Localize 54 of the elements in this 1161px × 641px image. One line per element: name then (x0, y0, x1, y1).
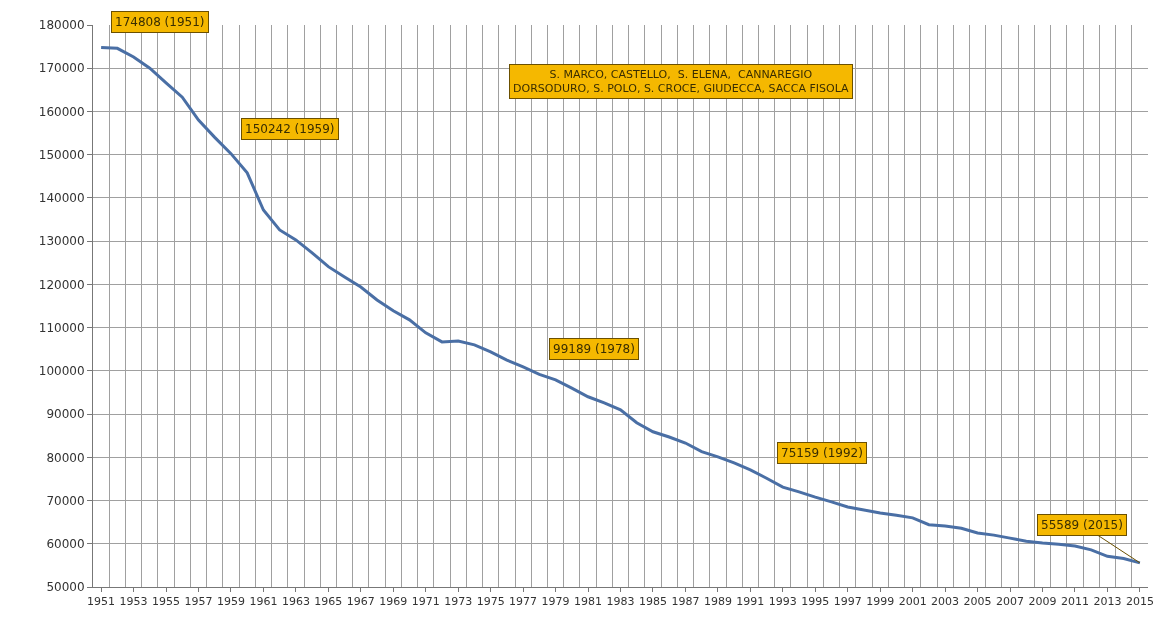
x-tick-label: 1979 (541, 595, 570, 609)
y-tick-label: 50000 (46, 580, 85, 595)
x-tick-label: 1955 (152, 595, 181, 609)
x-tick-label: 1983 (606, 595, 635, 609)
y-tick-label: 160000 (38, 104, 85, 119)
y-tick-label: 170000 (38, 61, 85, 76)
x-tick-label: 2005 (963, 595, 992, 609)
x-tick-label: 2009 (1028, 595, 1057, 609)
x-tick-label: 1971 (411, 595, 440, 609)
annotation: 174808 (1951) (115, 15, 205, 29)
x-tick-label: 2003 (931, 595, 960, 609)
line-series (99, 45, 1142, 565)
y-tick-label: 90000 (46, 407, 85, 422)
x-tick-label: 1989 (703, 595, 732, 609)
x-tick-label: 1997 (833, 595, 862, 609)
x-tick-label: 1981 (574, 595, 603, 609)
y-tick-label: 110000 (38, 320, 85, 335)
x-tick-label: 1973 (444, 595, 473, 609)
annotation: 99189 (1978) (553, 342, 635, 356)
x-tick-label: 2013 (1093, 595, 1122, 609)
x-tick-label: 1963 (281, 595, 310, 609)
x-tick-label: 1987 (671, 595, 700, 609)
x-tick-label: 1957 (184, 595, 213, 609)
x-tick-label: 1991 (736, 595, 765, 609)
annotation: 55589 (2015) (1041, 518, 1123, 532)
x-tick-label: 1975 (476, 595, 505, 609)
x-tick-label: 1995 (801, 595, 830, 609)
x-tick-label: 1999 (866, 595, 895, 609)
x-tick-label: 1985 (638, 595, 667, 609)
y-tick-label: 80000 (46, 450, 85, 465)
x-tick-label: 1951 (87, 595, 116, 609)
y-tick-label: 180000 (38, 18, 85, 33)
x-tick-label: 2011 (1060, 595, 1089, 609)
annotation: 150242 (1959) (245, 122, 335, 136)
y-tick-label: 70000 (46, 493, 85, 508)
y-tick-label: 100000 (38, 364, 85, 379)
y-tick-label: 60000 (46, 536, 85, 551)
x-tick-label: 1967 (346, 595, 375, 609)
x-tick-label: 1993 (768, 595, 797, 609)
y-tick-label: 140000 (38, 191, 85, 206)
x-tick-label: 1977 (509, 595, 538, 609)
annotation: 75159 (1992) (781, 446, 863, 460)
y-tick-label: 130000 (38, 234, 85, 249)
x-tick-label: 1965 (314, 595, 343, 609)
y-tick-label: 120000 (38, 277, 85, 292)
x-tick-label: 2001 (898, 595, 927, 609)
x-tick-label: 2007 (996, 595, 1025, 609)
x-tick-label: 2015 (1125, 595, 1154, 609)
x-tick-label: 1969 (379, 595, 408, 609)
y-tick-label: 150000 (38, 147, 85, 162)
x-tick-label: 1953 (119, 595, 148, 609)
annotation: S. MARCO, CASTELLO, S. ELENA, CANNAREGIO DORSODURO, S. POLO, S. CROCE, GIUDECCA, SACCA FISOLA (513, 68, 850, 96)
x-tick-label: 1961 (249, 595, 278, 609)
x-tick-label: 1959 (216, 595, 245, 609)
